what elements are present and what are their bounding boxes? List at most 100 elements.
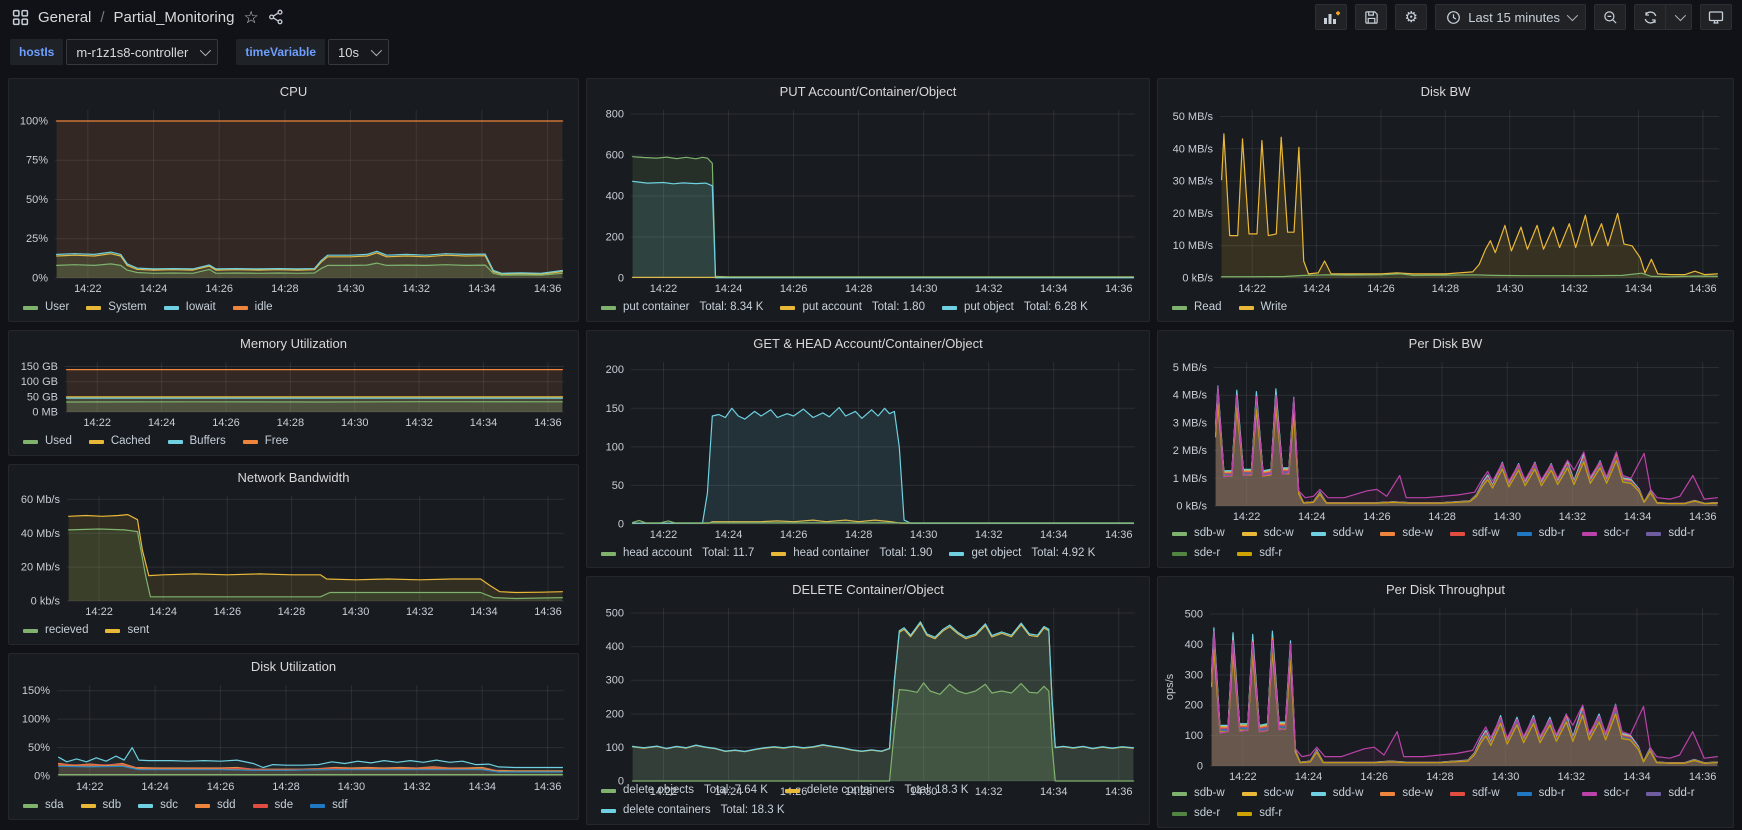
legend-item[interactable]: sdb: [81, 797, 122, 814]
dashboard-settings-button[interactable]: ⚙: [1395, 4, 1427, 30]
legend-item[interactable]: sde-r: [1172, 805, 1220, 822]
svg-text:14:36: 14:36: [534, 781, 562, 793]
put-chart[interactable]: 020040060080014:2214:2414:2614:2814:3014…: [591, 103, 1145, 295]
legend-label: recieved: [45, 622, 88, 639]
legend-item[interactable]: sdc-w: [1242, 785, 1294, 802]
legend-item[interactable]: sdd-w: [1311, 785, 1364, 802]
network-chart[interactable]: 0 kb/s20 Mb/s40 Mb/s60 Mb/s14:2214:2414:…: [13, 489, 574, 618]
panel-title[interactable]: PUT Account/Container/Object: [587, 79, 1149, 103]
legend-color: [1582, 532, 1597, 536]
disk-utilization-chart[interactable]: 0%50%100%150%14:2214:2414:2614:2814:3014…: [13, 678, 574, 793]
legend-item[interactable]: sdf-r: [1237, 805, 1282, 822]
panel-title[interactable]: Disk Utilization: [9, 654, 578, 678]
panel-title[interactable]: Per Disk Throughput: [1158, 577, 1733, 601]
cpu-chart[interactable]: 0%25%50%75%100%14:2214:2414:2614:2814:30…: [13, 103, 574, 295]
panel-title[interactable]: Memory Utilization: [9, 331, 578, 355]
apps-grid-icon[interactable]: [12, 9, 29, 26]
legend-item[interactable]: Free: [243, 433, 289, 450]
legend-label: Used: [45, 433, 72, 450]
legend-item[interactable]: head containerTotal: 1.90: [771, 545, 932, 562]
legend-item[interactable]: delete containersTotal: 18.3 K: [601, 802, 785, 819]
svg-text:0 kB/s: 0 kB/s: [1176, 501, 1207, 513]
legend-item[interactable]: sde-r: [1172, 545, 1220, 562]
legend-item[interactable]: sdb-r: [1517, 525, 1565, 542]
panel-title[interactable]: CPU: [9, 79, 578, 103]
variable-timevariable-value-dropdown[interactable]: 10s: [328, 39, 389, 65]
legend-item[interactable]: recieved: [23, 622, 88, 639]
legend-color: [1646, 532, 1661, 536]
panel-title[interactable]: Network Bandwidth: [9, 465, 578, 489]
legend-item[interactable]: sdf-w: [1450, 525, 1499, 542]
legend-item[interactable]: Buffers: [168, 433, 226, 450]
legend-item[interactable]: sdd: [195, 797, 236, 814]
share-icon[interactable]: [268, 9, 284, 25]
legend-item[interactable]: Write: [1239, 299, 1288, 316]
legend-item[interactable]: delete containersTotal: 18.3 K: [785, 782, 969, 799]
svg-text:14:28: 14:28: [845, 529, 873, 541]
legend-item[interactable]: sdd-w: [1311, 525, 1364, 542]
legend-item[interactable]: sda: [23, 797, 64, 814]
delete-chart[interactable]: 010020030040050014:2214:2414:2614:2814:3…: [591, 601, 1145, 798]
legend-item[interactable]: delete objectsTotal: 7.64 K: [601, 782, 768, 799]
legend-item[interactable]: sdf-w: [1450, 785, 1499, 802]
legend-item[interactable]: sde-w: [1380, 785, 1433, 802]
refresh-interval-button[interactable]: [1666, 4, 1692, 30]
legend-item[interactable]: Used: [23, 433, 72, 450]
legend-item[interactable]: sdc: [138, 797, 178, 814]
variable-timevariable: timeVariable 10s: [236, 39, 389, 65]
panel-get-head: GET & HEAD Account/Container/Object 0501…: [586, 330, 1150, 568]
legend-color: [601, 552, 616, 556]
disk-bw-chart[interactable]: 0 kB/s10 MB/s20 MB/s30 MB/s40 MB/s50 MB/…: [1162, 103, 1729, 295]
legend-item[interactable]: Iowait: [164, 299, 216, 316]
legend-item[interactable]: sdd-r: [1646, 525, 1694, 542]
panel-title[interactable]: DELETE Container/Object: [587, 577, 1149, 601]
legend-item[interactable]: Cached: [89, 433, 151, 450]
panel-add-button[interactable]: [1315, 4, 1347, 30]
legend-item[interactable]: put containerTotal: 8.34 K: [601, 299, 763, 316]
legend-item[interactable]: sdc-r: [1582, 525, 1630, 542]
legend-item[interactable]: head accountTotal: 11.7: [601, 545, 754, 562]
legend-item[interactable]: sdc-w: [1242, 525, 1294, 542]
svg-text:14:28: 14:28: [1426, 771, 1454, 783]
legend-item[interactable]: sde: [253, 797, 294, 814]
legend-item[interactable]: sdb-w: [1172, 785, 1225, 802]
legend-item[interactable]: sde-w: [1380, 525, 1433, 542]
memory-chart[interactable]: 0 MB50 GB100 GB150 GB14:2214:2414:2614:2…: [13, 355, 574, 429]
cycle-view-mode-button[interactable]: [1700, 4, 1732, 30]
breadcrumb-section[interactable]: General: [38, 9, 91, 26]
svg-text:14:30: 14:30: [342, 606, 370, 618]
legend-item[interactable]: User: [23, 299, 69, 316]
legend-item[interactable]: sdb-w: [1172, 525, 1225, 542]
legend-item[interactable]: sdd-r: [1646, 785, 1694, 802]
legend-item[interactable]: System: [86, 299, 146, 316]
variable-hostis-value-dropdown[interactable]: m-r1z1s8-controller: [66, 39, 218, 65]
per-disk-throughput-chart[interactable]: 010020030040050014:2214:2414:2614:2814:3…: [1162, 601, 1729, 783]
refresh-button[interactable]: [1634, 4, 1666, 30]
svg-text:14:32: 14:32: [1557, 771, 1585, 783]
svg-text:14:34: 14:34: [470, 417, 498, 429]
legend-item[interactable]: sent: [105, 622, 149, 639]
legend-item[interactable]: idle: [233, 299, 273, 316]
breadcrumb-page[interactable]: Partial_Monitoring: [114, 9, 235, 26]
svg-text:14:26: 14:26: [1360, 771, 1388, 783]
panel-title[interactable]: Per Disk BW: [1158, 331, 1733, 355]
legend-item[interactable]: put objectTotal: 6.28 K: [942, 299, 1088, 316]
zoom-out-button[interactable]: [1594, 4, 1626, 30]
star-icon[interactable]: ☆: [243, 9, 258, 26]
svg-text:14:34: 14:34: [468, 781, 496, 793]
legend-item[interactable]: Read: [1172, 299, 1222, 316]
panel-title[interactable]: Disk BW: [1158, 79, 1733, 103]
svg-text:14:36: 14:36: [534, 283, 562, 295]
save-dashboard-button[interactable]: [1355, 4, 1387, 30]
legend-color: [1582, 792, 1597, 796]
legend-item[interactable]: get objectTotal: 4.92 K: [949, 545, 1095, 562]
legend-item[interactable]: put accountTotal: 1.80: [780, 299, 925, 316]
get-head-chart[interactable]: 05010015020014:2214:2414:2614:2814:3014:…: [591, 355, 1145, 541]
per-disk-bw-chart[interactable]: 0 kB/s1 MB/s2 MB/s3 MB/s4 MB/s5 MB/s14:2…: [1162, 355, 1729, 523]
legend-item[interactable]: sdc-r: [1582, 785, 1630, 802]
time-range-picker[interactable]: Last 15 minutes: [1435, 4, 1586, 30]
legend-item[interactable]: sdb-r: [1517, 785, 1565, 802]
panel-title[interactable]: GET & HEAD Account/Container/Object: [587, 331, 1149, 355]
legend-item[interactable]: sdf: [310, 797, 347, 814]
legend-item[interactable]: sdf-r: [1237, 545, 1282, 562]
